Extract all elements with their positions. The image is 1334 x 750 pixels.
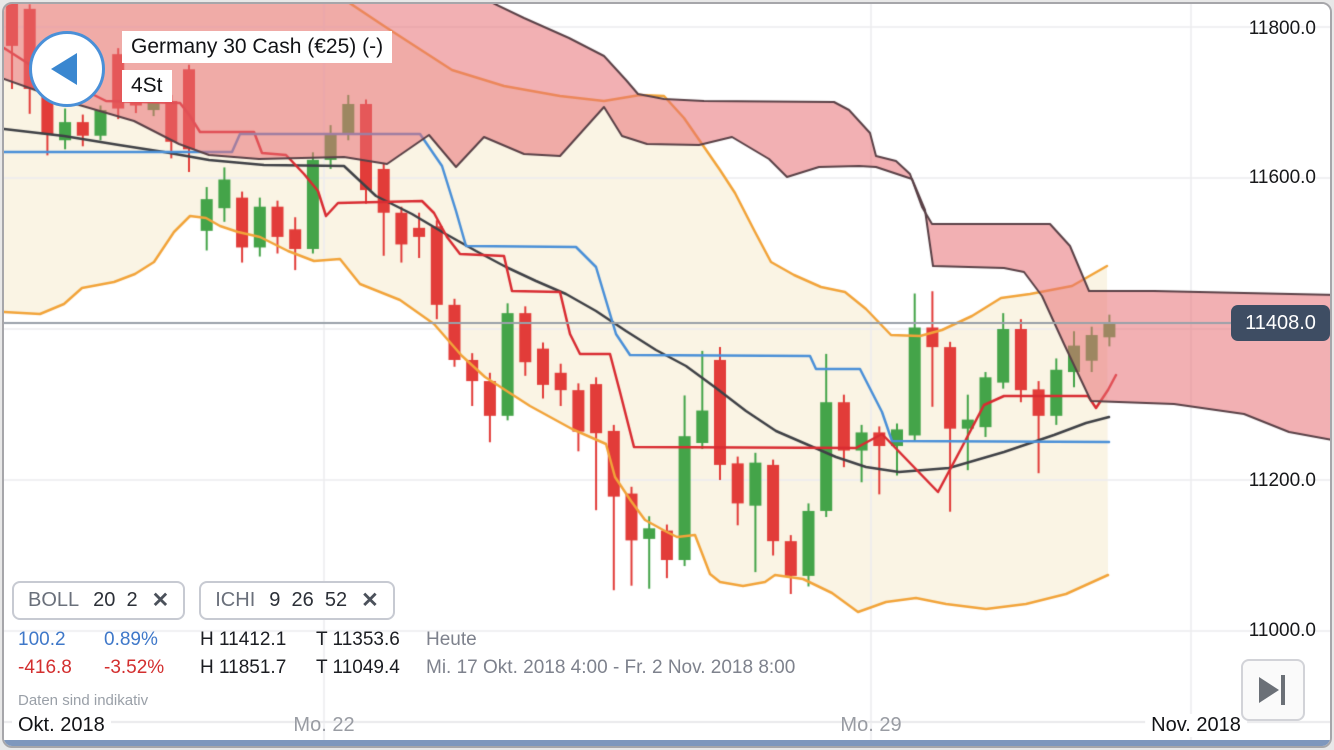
indicator-badge-boll[interactable]: BOLL 20 2 ✕ (12, 581, 186, 620)
low-value: T 11353.6 (316, 629, 400, 650)
skip-to-end-icon (1259, 677, 1279, 703)
change-value: 100.2 (18, 629, 66, 650)
change-value: -416.8 (18, 657, 72, 678)
back-button[interactable] (29, 31, 105, 107)
y-axis-label: 11000.0 (1248, 620, 1316, 641)
stats-panel: 100.2 0.89% H 11412.1 T 11353.6 Heute -4… (18, 626, 795, 682)
price-chart-canvas[interactable] (4, 4, 1330, 746)
timeframe-label: 4St (122, 70, 172, 102)
high-value: H 11412.1 (200, 629, 287, 650)
x-axis-label: Mo. 29 (840, 714, 902, 736)
y-axis-label: 11800.0 (1248, 18, 1316, 39)
high-value: H 11851.7 (200, 657, 287, 678)
x-axis-label: Nov. 2018 (1145, 714, 1247, 737)
indicator-badge-ichi[interactable]: ICHI 9 26 52 ✕ (199, 581, 395, 620)
current-price-badge: 11408.0 (1231, 305, 1330, 341)
skip-to-latest-button[interactable] (1241, 659, 1305, 721)
indicator-params: 9 26 52 (269, 589, 348, 611)
x-axis-label: Okt. 2018 (12, 714, 111, 737)
stats-row-today: 100.2 0.89% H 11412.1 T 11353.6 Heute (18, 626, 795, 654)
range-note: Mi. 17 Okt. 2018 4:00 - Fr. 2 Nov. 2018 … (426, 657, 796, 678)
y-axis-label: 11200.0 (1248, 470, 1316, 491)
close-icon[interactable]: ✕ (361, 589, 379, 612)
y-axis-label: 11600.0 (1248, 167, 1316, 188)
close-icon[interactable]: ✕ (151, 589, 170, 612)
stats-row-period: -416.8 -3.52% H 11851.7 T 11049.4 Mi. 17… (18, 654, 795, 682)
indicator-name: ICHI (215, 589, 256, 611)
window-bottom-bar (4, 740, 1330, 746)
range-note: Heute (426, 629, 477, 650)
change-percent: 0.89% (104, 629, 158, 650)
change-percent: -3.52% (104, 657, 165, 678)
indicator-name: BOLL (28, 589, 80, 611)
skip-to-end-icon (1281, 675, 1285, 705)
disclaimer-note: Daten sind indikativ (18, 692, 149, 709)
indicator-params: 20 2 (93, 589, 138, 611)
left-arrow-icon (51, 53, 77, 85)
instrument-title: Germany 30 Cash (€25) (-) (122, 31, 393, 63)
low-value: T 11049.4 (316, 657, 400, 678)
x-axis-label: Mo. 22 (293, 714, 355, 736)
indicator-badges: BOLL 20 2 ✕ ICHI 9 26 52 ✕ (12, 581, 395, 620)
